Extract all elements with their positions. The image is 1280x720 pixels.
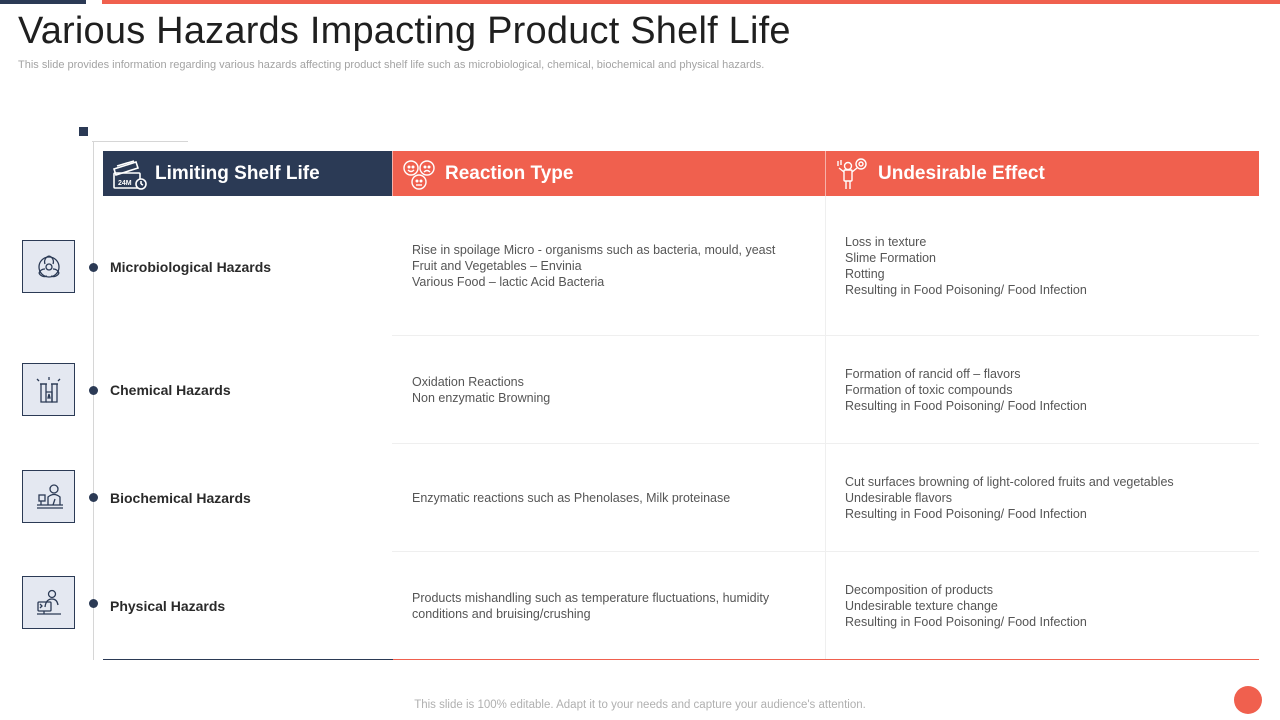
person-at-computer-icon	[22, 576, 75, 629]
reaction-line: Various Food – lactic Acid Bacteria	[412, 275, 605, 289]
header-undesirable-effect: Undesirable Effect	[826, 151, 1259, 196]
header-label: Undesirable Effect	[878, 162, 1045, 184]
corner-decoration-dot	[1234, 686, 1262, 714]
header-divider	[825, 151, 826, 196]
effect-line: Rotting	[845, 267, 885, 281]
hazard-label: Physical Hazards	[110, 598, 226, 614]
reaction-line: Rise in spoilage Micro - organisms such …	[412, 243, 776, 257]
effect-line: Resulting in Food Poisoning/ Food Infect…	[845, 283, 1087, 297]
reaction-line: conditions and bruising/crushing	[412, 607, 591, 621]
effect-line: Formation of toxic compounds	[845, 383, 1013, 397]
hazard-label: Biochemical Hazards	[110, 490, 251, 506]
reaction-line: Fruit and Vegetables – Envinia	[412, 259, 582, 273]
effect-line: Undesirable flavors	[845, 491, 952, 505]
biohazard-icon	[22, 240, 75, 293]
effect-cell: Formation of rancid off – flavors Format…	[845, 366, 1087, 414]
timeline-vertical-line	[93, 141, 94, 660]
faces-icon	[399, 154, 439, 194]
effect-line: Formation of rancid off – flavors	[845, 367, 1021, 381]
reaction-cell: Rise in spoilage Micro - organisms such …	[412, 242, 775, 290]
reaction-cell: Enzymatic reactions such as Phenolases, …	[412, 490, 730, 506]
effect-cell: Loss in texture Slime Formation Rotting …	[845, 234, 1087, 298]
header-label: Reaction Type	[445, 162, 574, 184]
person-effect-icon	[832, 154, 872, 194]
lab-scientist-icon	[22, 470, 75, 523]
reaction-line: Non enzymatic Browning	[412, 391, 551, 405]
shelf-life-box-icon: 24M	[109, 154, 149, 194]
effect-cell: Decomposition of products Undesirable te…	[845, 582, 1087, 630]
hazard-label: Chemical Hazards	[110, 382, 231, 398]
effect-line: Undesirable texture change	[845, 599, 998, 613]
reaction-cell: Products mishandling such as temperature…	[412, 590, 769, 622]
effect-line: Resulting in Food Poisoning/ Food Infect…	[845, 507, 1087, 521]
timeline-dot	[89, 599, 98, 608]
header-reaction-type: Reaction Type	[393, 151, 825, 196]
hazard-label: Microbiological Hazards	[110, 259, 272, 275]
reaction-line: Products mishandling such as temperature…	[412, 591, 770, 605]
page-subtitle: This slide provides information regardin…	[18, 59, 765, 71]
effect-line: Cut surfaces browning of light-colored f…	[845, 475, 1174, 489]
row-separator	[392, 335, 1259, 336]
reaction-line: Oxidation Reactions	[412, 375, 524, 389]
timeline-square-marker	[79, 127, 88, 136]
effect-line: Loss in texture	[845, 235, 927, 249]
effect-line: Resulting in Food Poisoning/ Food Infect…	[845, 615, 1087, 629]
row-separator	[392, 551, 1259, 552]
timeline-dot	[89, 263, 98, 272]
table-bottom-border-red	[393, 659, 1259, 660]
table-bottom-border-dark	[103, 659, 393, 660]
column-separator	[825, 196, 826, 659]
reaction-cell: Oxidation Reactions Non enzymatic Browni…	[412, 374, 550, 406]
effect-line: Resulting in Food Poisoning/ Food Infect…	[845, 399, 1087, 413]
timeline-dot	[89, 386, 98, 395]
timeline-dot	[89, 493, 98, 502]
effect-line: Slime Formation	[845, 251, 936, 265]
top-accent-bar-dark	[0, 0, 86, 4]
header-label: Limiting Shelf Life	[155, 162, 320, 184]
header-divider	[392, 151, 393, 196]
top-accent-bar-red	[102, 0, 1280, 4]
row-separator	[392, 443, 1259, 444]
badge-24m: 24M	[118, 180, 132, 187]
effect-cell: Cut surfaces browning of light-colored f…	[845, 474, 1174, 522]
chemical-bottles-icon	[22, 363, 75, 416]
reaction-line: Enzymatic reactions such as Phenolases, …	[412, 491, 731, 505]
effect-line: Decomposition of products	[845, 583, 993, 597]
header-limiting-shelf-life: 24M Limiting Shelf Life	[103, 151, 392, 196]
timeline-top-line	[92, 141, 188, 142]
footer-note: This slide is 100% editable. Adapt it to…	[414, 699, 866, 711]
page-title: Various Hazards Impacting Product Shelf …	[18, 10, 791, 52]
